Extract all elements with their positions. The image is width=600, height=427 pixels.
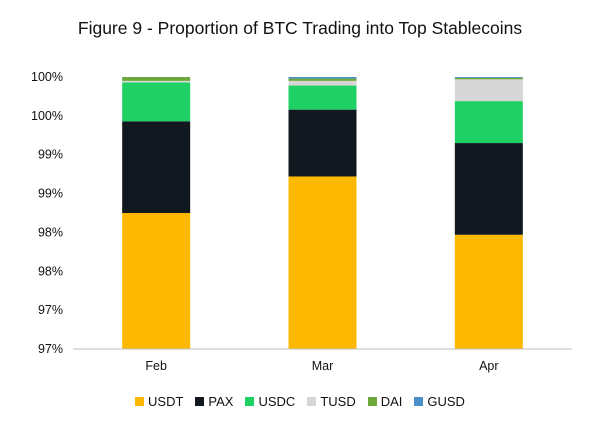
legend-swatch	[414, 397, 424, 406]
legend-item-tusd: TUSD	[307, 394, 356, 409]
bar-segment-usdt-mar	[288, 176, 357, 349]
legend-label: USDT	[148, 394, 184, 409]
legend-item-usdc: USDC	[245, 394, 295, 409]
bar-segment-pax-mar	[288, 109, 357, 177]
bar-segment-usdc-mar	[288, 85, 357, 110]
y-tick-label: 99%	[38, 187, 63, 201]
x-tick-label: Mar	[312, 359, 334, 373]
legend-item-pax: PAX	[195, 394, 233, 409]
bar-segment-usdt-feb	[122, 213, 191, 349]
y-tick-label: 97%	[38, 303, 63, 317]
bar-segment-gusd-apr	[454, 77, 523, 78]
bar-segment-tusd-mar	[288, 80, 357, 86]
x-tick-label: Feb	[145, 359, 167, 373]
legend-item-dai: DAI	[367, 394, 403, 409]
legend-item-usdt: USDT	[135, 394, 183, 409]
x-tick-label: Apr	[479, 359, 498, 373]
legend-swatch	[245, 397, 255, 406]
bar-segment-pax-apr	[454, 143, 523, 235]
legend-label: TUSD	[320, 394, 356, 409]
x-axis: Feb Mar Apr	[145, 359, 498, 373]
y-tick-label: 100%	[31, 109, 63, 123]
legend-swatch	[307, 397, 317, 406]
bar-segment-pax-feb	[122, 121, 191, 213]
bar-segment-usdc-feb	[122, 82, 191, 122]
bars	[122, 77, 523, 349]
legend-item-gusd: GUSD	[414, 394, 465, 409]
bar-segment-dai-mar	[288, 78, 357, 81]
legend-label: DAI	[380, 394, 403, 409]
y-tick-label: 99%	[38, 148, 63, 162]
y-axis: 97% 97% 98% 98% 99% 99% 100% 100%	[31, 70, 63, 356]
bar-segment-gusd-mar	[288, 77, 357, 79]
legend-swatch	[367, 397, 377, 406]
bar-segment-tusd-apr	[454, 79, 523, 102]
legend-label: GUSD	[427, 394, 465, 409]
y-tick-label: 100%	[31, 70, 63, 84]
bar-segment-dai-apr	[454, 77, 523, 80]
legend: USDT PAX USDC TUSD DAI GUSD	[0, 394, 600, 409]
legend-label: PAX	[208, 394, 234, 409]
chart-title: Figure 9 - Proportion of BTC Trading int…	[77, 18, 523, 38]
legend-swatch	[135, 397, 145, 406]
bar-segment-usdt-apr	[454, 234, 523, 349]
legend-label: USDC	[258, 394, 296, 409]
y-tick-label: 98%	[38, 225, 63, 239]
bar-segment-dai-feb	[122, 77, 191, 81]
legend-swatch	[195, 397, 205, 406]
y-tick-label: 98%	[38, 264, 63, 278]
y-tick-label: 97%	[38, 342, 63, 356]
bar-segment-tusd-feb	[122, 80, 191, 83]
bar-segment-usdc-apr	[454, 101, 523, 144]
